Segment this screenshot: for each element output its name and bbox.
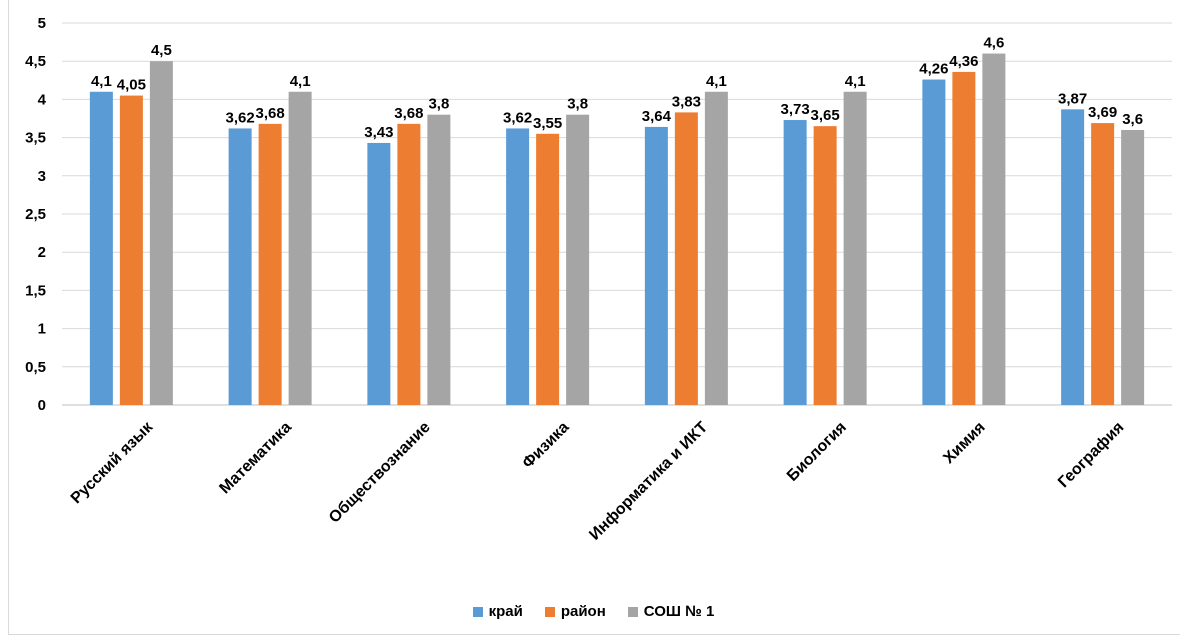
bar bbox=[982, 53, 1006, 406]
y-axis-ticks: 0 0,5 1 1,5 2 2,5 3 3,5 4 4,5 5 bbox=[25, 15, 47, 414]
data-label: 3,43 bbox=[364, 124, 393, 141]
data-label: 4,5 bbox=[151, 42, 172, 59]
y-tick-label: 2 bbox=[38, 244, 46, 261]
bar bbox=[427, 114, 451, 406]
data-label: 3,6 bbox=[1122, 111, 1143, 128]
data-label: 3,55 bbox=[533, 115, 562, 132]
legend-label-sosh: СОШ № 1 bbox=[643, 603, 715, 620]
data-label: 3,69 bbox=[1088, 104, 1117, 121]
data-label: 4,1 bbox=[845, 73, 866, 90]
bar bbox=[566, 114, 590, 406]
bar bbox=[1121, 129, 1145, 405]
y-tick-label: 0,5 bbox=[25, 359, 46, 376]
legend-item-sosh: СОШ № 1 bbox=[627, 603, 715, 620]
data-label: 3,83 bbox=[672, 93, 701, 110]
bar bbox=[119, 95, 143, 405]
bar bbox=[813, 126, 837, 405]
data-label: 3,65 bbox=[811, 107, 840, 124]
bar bbox=[367, 142, 391, 405]
data-label: 3,68 bbox=[256, 105, 285, 122]
x-category-label: Физика bbox=[519, 419, 572, 472]
data-label: 4,26 bbox=[919, 61, 948, 78]
bar bbox=[1091, 123, 1115, 406]
legend-label-rayon: район bbox=[560, 603, 606, 620]
x-category-label: Математика bbox=[216, 419, 295, 498]
x-category-label: География bbox=[1055, 419, 1127, 491]
bar bbox=[674, 112, 698, 405]
legend-item-rayon: район bbox=[544, 603, 606, 620]
bar bbox=[258, 123, 282, 406]
data-label: 3,73 bbox=[781, 101, 810, 118]
bar bbox=[506, 128, 530, 405]
bar bbox=[783, 120, 807, 405]
legend-swatch-rayon bbox=[544, 606, 555, 617]
bar bbox=[704, 91, 728, 405]
data-label: 3,87 bbox=[1058, 90, 1087, 107]
bar bbox=[1061, 109, 1085, 405]
bar bbox=[536, 133, 560, 405]
bar bbox=[952, 71, 976, 405]
bar bbox=[644, 126, 668, 406]
y-tick-label: 0 bbox=[38, 397, 46, 414]
y-tick-label: 4 bbox=[38, 91, 47, 108]
x-category-label: Биология bbox=[784, 419, 850, 485]
x-axis-categories: Русский язык Математика Обществознание Физи… bbox=[68, 418, 1128, 544]
data-label: 4,1 bbox=[91, 73, 112, 90]
x-category-label: Химия bbox=[940, 419, 988, 467]
legend: край район СОШ № 1 bbox=[0, 603, 1187, 620]
legend-swatch-sosh bbox=[627, 606, 638, 617]
chart-frame bbox=[8, 0, 1180, 635]
x-category-label: Информатика и ИКТ bbox=[586, 419, 711, 544]
x-category-label: Русский язык bbox=[68, 418, 157, 507]
bars bbox=[89, 53, 1145, 406]
y-tick-label: 3,5 bbox=[25, 130, 46, 147]
bar bbox=[228, 128, 252, 405]
data-label: 3,62 bbox=[226, 109, 255, 126]
bar bbox=[397, 123, 421, 406]
bar bbox=[149, 61, 173, 405]
legend-label-kray: край bbox=[488, 603, 523, 620]
y-tick-label: 1 bbox=[38, 321, 46, 338]
bar bbox=[89, 91, 113, 405]
bar bbox=[922, 79, 946, 405]
data-label: 3,68 bbox=[394, 105, 423, 122]
data-label: 4,05 bbox=[117, 77, 146, 94]
data-label: 4,6 bbox=[983, 35, 1004, 52]
data-label: 4,1 bbox=[290, 73, 311, 90]
data-label: 3,64 bbox=[642, 108, 672, 125]
x-category-label: Обществознание bbox=[326, 419, 434, 527]
legend-item-kray: край bbox=[472, 603, 523, 620]
data-label: 3,62 bbox=[503, 109, 532, 126]
y-tick-label: 1,5 bbox=[25, 282, 46, 299]
y-tick-label: 5 bbox=[38, 15, 46, 32]
y-tick-label: 4,5 bbox=[25, 53, 46, 70]
data-labels: 4,1 4,054,53,62 3,684,13,433,683,83,62 3,55… bbox=[91, 35, 1143, 141]
data-label: 3,8 bbox=[428, 96, 449, 113]
data-label: 3,8 bbox=[567, 96, 588, 113]
bar bbox=[843, 91, 867, 405]
gridlines bbox=[62, 22, 1172, 406]
legend-swatch-kray bbox=[472, 606, 483, 617]
y-tick-label: 3 bbox=[38, 168, 46, 185]
y-tick-label: 2,5 bbox=[25, 206, 46, 223]
data-label: 4,1 bbox=[706, 73, 727, 90]
bar bbox=[288, 91, 312, 405]
data-label: 4,36 bbox=[949, 53, 978, 70]
